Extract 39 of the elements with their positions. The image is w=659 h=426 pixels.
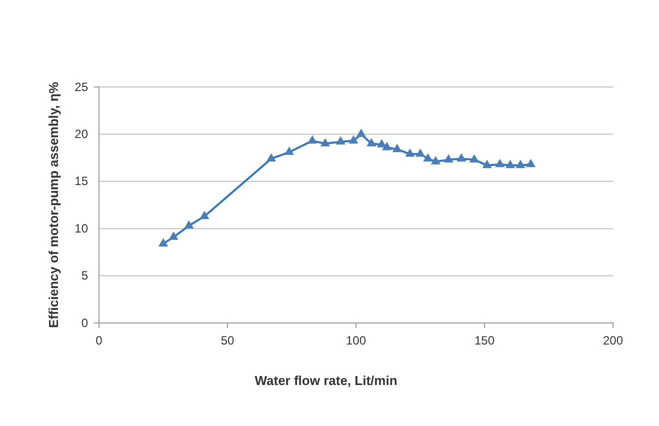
y-tick-label: 0	[81, 316, 88, 330]
point	[392, 144, 402, 152]
point	[320, 138, 330, 146]
point	[308, 135, 318, 144]
point	[469, 154, 480, 162]
point	[482, 160, 492, 168]
y-axis-title: Efficiency of motor-pump assembly, η%	[46, 82, 61, 328]
point	[184, 220, 194, 229]
point	[168, 232, 178, 240]
y-tick-label: 25	[74, 80, 88, 94]
point	[495, 158, 505, 168]
y-tick-label: 5	[81, 268, 88, 283]
point	[200, 210, 210, 220]
y-tick-label: 10	[74, 221, 88, 236]
point	[336, 136, 346, 145]
point	[423, 153, 433, 162]
point	[430, 156, 440, 164]
point	[456, 153, 466, 162]
x-tick-label: 100	[346, 334, 366, 348]
x-tick-label: 50	[220, 334, 234, 348]
x-axis-title: Water flow rate, Lit/min	[254, 373, 398, 388]
point	[382, 142, 392, 150]
y-tick-label: 20	[74, 127, 88, 142]
point	[516, 160, 526, 168]
point	[158, 238, 168, 246]
x-tick-label: 200	[602, 334, 624, 348]
point	[505, 160, 516, 168]
point	[348, 135, 358, 144]
point	[415, 148, 426, 157]
point	[284, 146, 294, 155]
point	[405, 148, 415, 157]
point	[526, 158, 536, 168]
x-tick-label: 150	[474, 334, 495, 348]
point	[366, 138, 376, 146]
point	[266, 153, 276, 162]
y-tick-label: 15	[74, 174, 88, 188]
x-tick-label: 0	[96, 334, 103, 348]
point	[356, 128, 366, 137]
point	[444, 154, 454, 162]
